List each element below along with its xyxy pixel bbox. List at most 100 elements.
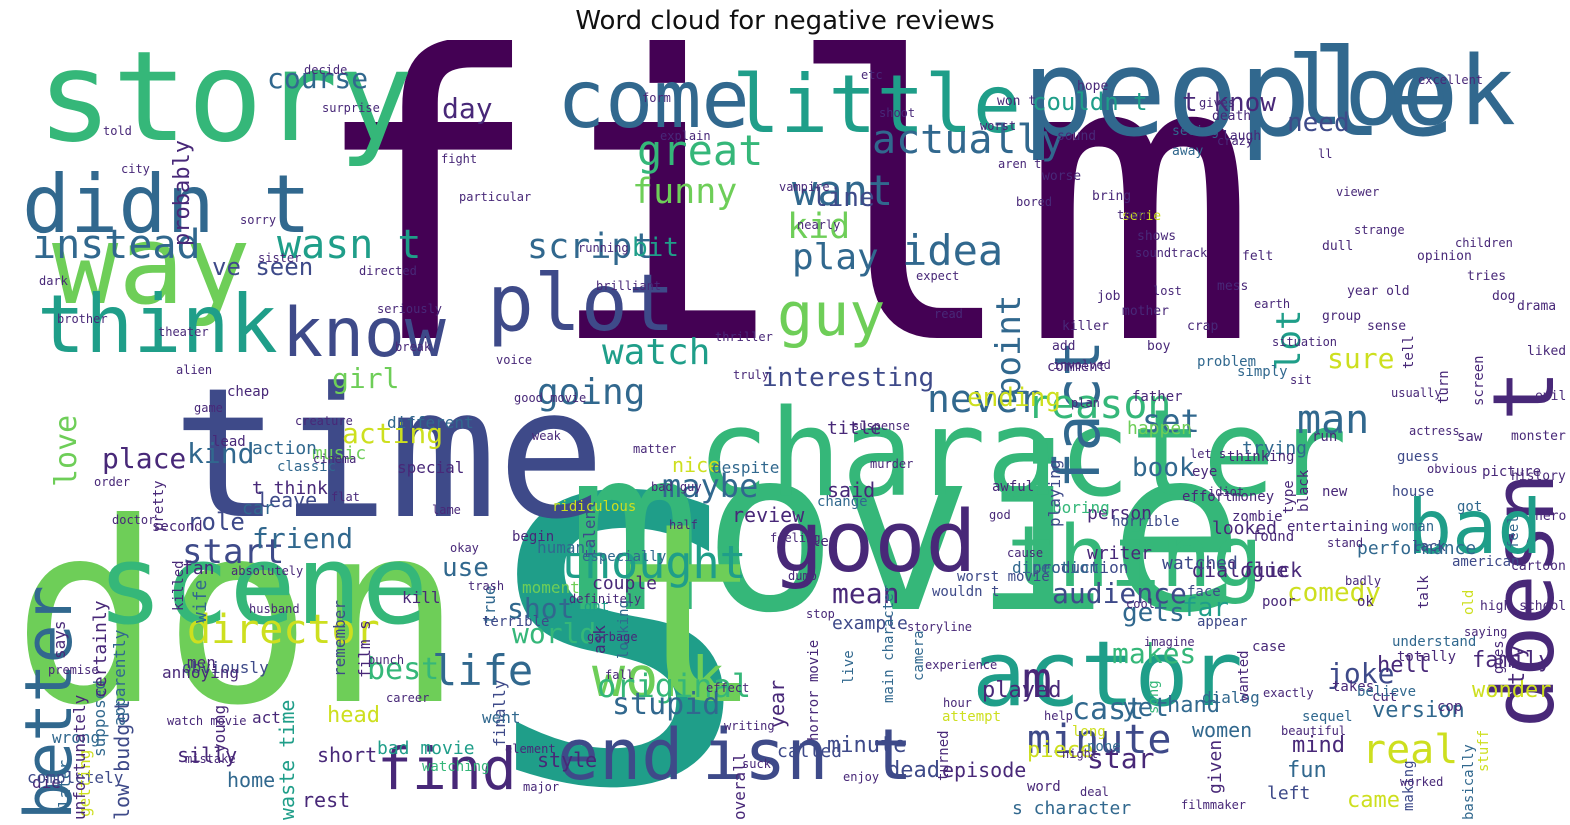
word-case: case	[1252, 639, 1286, 655]
word-read: read	[934, 307, 963, 321]
word-woman: woman	[1392, 519, 1435, 535]
word-good: good	[772, 493, 977, 592]
word-vampire: vampire	[779, 180, 830, 194]
word-mean: mean	[832, 577, 900, 610]
word-don-t: don t	[12, 469, 765, 760]
word-shot: shot	[507, 592, 575, 625]
word-effect: effect	[706, 681, 750, 695]
word-surprise: surprise	[322, 101, 380, 115]
word-especially: especially	[582, 549, 667, 565]
word-feeling: feeling	[770, 531, 821, 545]
word-dark: dark	[39, 274, 68, 288]
word-writing: writing	[724, 719, 775, 733]
word-rest: rest	[302, 788, 351, 812]
word-alien: alien	[176, 363, 213, 377]
word-trying: trying	[1242, 438, 1308, 459]
word-silly: silly	[177, 743, 238, 767]
word-ok: ok	[1357, 594, 1374, 610]
word-work: work	[592, 645, 725, 709]
word-actually: actually	[872, 117, 1065, 163]
word-kid: kid	[787, 207, 851, 247]
word-comedy: comedy	[1287, 578, 1381, 608]
word-career: career	[386, 691, 430, 705]
word-dumb: dumb	[788, 569, 817, 583]
word-leave: leave	[257, 488, 318, 512]
word-certainly: certainly	[90, 600, 111, 698]
word-watched: watched	[1162, 553, 1238, 574]
word-horrible: horrible	[1112, 514, 1180, 530]
word-got: got	[1457, 499, 1483, 515]
word-appear: appear	[1197, 614, 1248, 630]
word-called: called	[777, 741, 843, 762]
word-suspense: suspense	[852, 419, 910, 433]
word-awful: awful	[992, 479, 1035, 495]
word-imagine: imagine	[1144, 635, 1195, 649]
word-problem: problem	[1197, 354, 1257, 370]
word-idea: idea	[902, 226, 1004, 275]
word-special: special	[397, 458, 465, 477]
word-night: night	[1062, 747, 1099, 761]
word-form: form	[642, 91, 671, 105]
word-second: second	[152, 519, 203, 535]
word-sister: sister	[258, 251, 302, 265]
word-hour: hour	[943, 696, 972, 710]
word-obviously: obviously	[182, 658, 269, 677]
word-won-t: won t	[997, 94, 1037, 109]
word-group: group	[1322, 309, 1362, 324]
word-flat: flat	[331, 490, 360, 504]
word-dead: dead	[887, 758, 940, 783]
word-weak: weak	[532, 429, 561, 443]
word-ending: ending	[967, 383, 1061, 413]
word-hand: hand	[1167, 693, 1220, 718]
word-boy: boy	[1147, 339, 1171, 354]
word-story: story	[37, 40, 414, 170]
word-experience: experience	[925, 658, 998, 672]
word-involved: involved	[1053, 358, 1111, 372]
word-screen: screen	[1471, 355, 1487, 406]
word-bad-guy: bad guy	[651, 480, 702, 494]
word-particular: particular	[459, 190, 532, 204]
word-trash: trash	[468, 579, 505, 593]
word-excellent: excellent	[1418, 73, 1484, 87]
word-people: people	[1022, 40, 1456, 164]
word-head: head	[327, 703, 380, 728]
word-dialogue: dialogue	[1192, 558, 1289, 582]
word-went: went	[482, 708, 521, 727]
word-s-character: s character	[1012, 798, 1132, 819]
word-badly: badly	[1345, 574, 1382, 588]
word-feel: feel	[1506, 515, 1522, 549]
word-instead: instead	[32, 222, 201, 268]
word-audience: audience	[1052, 577, 1187, 610]
word-good-movie: good movie	[514, 391, 587, 405]
word-voice: voice	[496, 353, 533, 367]
word-playing: playing	[1045, 459, 1064, 527]
word-play: play	[792, 237, 879, 278]
word-want: want	[792, 166, 894, 215]
word-evil: evil	[1535, 389, 1566, 404]
word-right: right	[567, 599, 610, 615]
word-word: word	[1027, 779, 1061, 795]
word-minute: minute	[827, 733, 907, 758]
word-aren-t: aren t	[998, 157, 1042, 171]
word-cut: cut	[1372, 689, 1398, 705]
word-car: car	[242, 498, 275, 519]
word-exactly: exactly	[1263, 686, 1314, 700]
word-fall: fall	[605, 668, 634, 682]
word-look: look	[1287, 40, 1516, 147]
word-usually: usually	[1391, 386, 1442, 400]
word-moment: moment	[522, 578, 580, 597]
word-truly: truly	[733, 368, 770, 382]
word-bored: bored	[1016, 195, 1053, 209]
word-original: original	[597, 667, 752, 705]
word-cheap: cheap	[227, 384, 270, 400]
word-attempt: attempt	[942, 709, 1002, 725]
word-cool: cool	[1126, 597, 1155, 611]
word-acting: acting	[342, 417, 444, 450]
word-script: script	[527, 227, 654, 267]
word-terrible: terrible	[482, 614, 550, 630]
word-new: new	[1322, 484, 1348, 500]
word-talk: talk	[1416, 575, 1432, 609]
word-despite: despite	[712, 458, 780, 477]
word-creature: creature	[295, 414, 353, 428]
word-wife: wife	[190, 579, 211, 623]
